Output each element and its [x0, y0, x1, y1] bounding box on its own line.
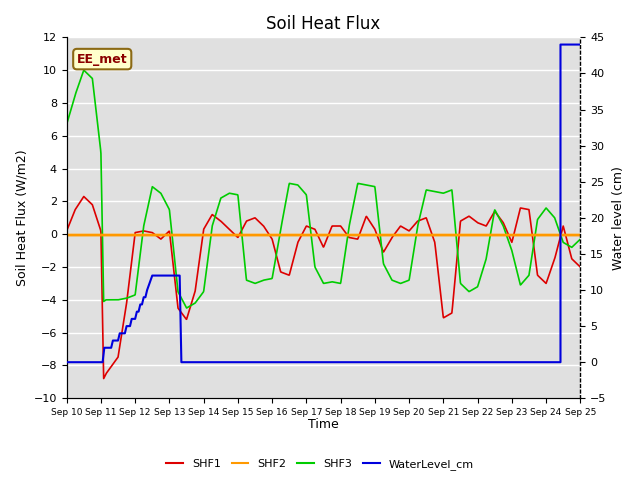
Text: EE_met: EE_met	[77, 53, 127, 66]
Title: Soil Heat Flux: Soil Heat Flux	[266, 15, 381, 33]
Legend: SHF1, SHF2, SHF3, WaterLevel_cm: SHF1, SHF2, SHF3, WaterLevel_cm	[162, 455, 478, 474]
Y-axis label: Soil Heat Flux (W/m2): Soil Heat Flux (W/m2)	[15, 149, 28, 286]
X-axis label: Time: Time	[308, 419, 339, 432]
Y-axis label: Water level (cm): Water level (cm)	[612, 166, 625, 270]
